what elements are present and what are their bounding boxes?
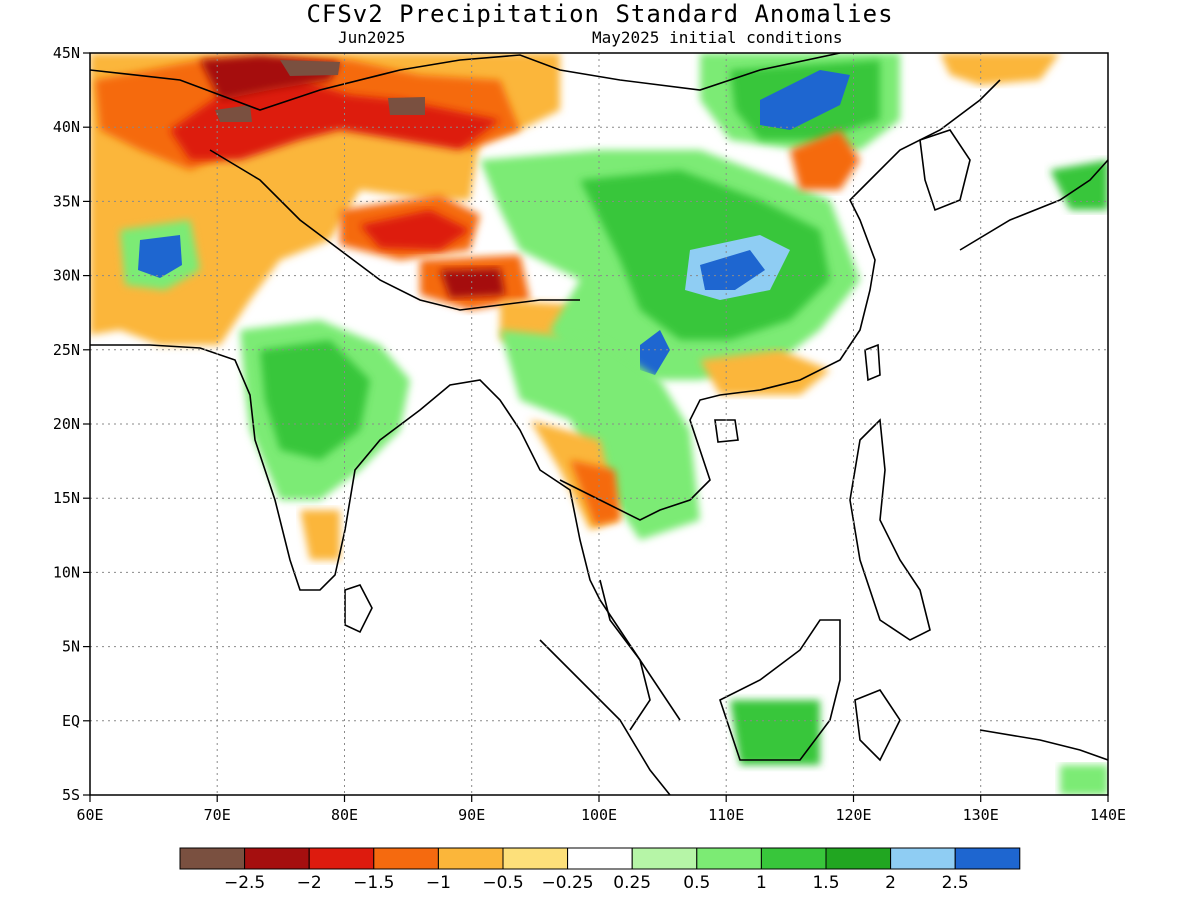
lat-label: 5S — [62, 786, 80, 804]
colorbar: −2.5 −2 −1.5 −1 −0.5 −0.25 0.25 0.5 1 1.5 2 2.5 — [179, 847, 1021, 893]
colorbar-swatch — [954, 847, 1021, 870]
wet-area-borneo — [730, 700, 820, 765]
dry-core-indochina — [570, 460, 620, 525]
colorbar-label: 0.5 — [683, 873, 710, 893]
dry-extreme-west — [215, 105, 252, 122]
border-north — [90, 53, 841, 111]
lon-label: 80E — [331, 806, 358, 824]
wet-area-japan — [1050, 160, 1108, 210]
coastline-indochina — [559, 79, 1001, 521]
colorbar-swatch — [179, 847, 246, 870]
colorbar-label: −1.5 — [353, 873, 394, 893]
very-wet-mongolia — [760, 70, 850, 130]
initial-conditions: May2025 initial conditions — [592, 28, 843, 47]
coastline-sumatra — [539, 639, 671, 795]
colorbar-label: 1 — [756, 873, 767, 893]
colorbar-swatch — [244, 847, 310, 870]
dry-core-northwest — [170, 80, 500, 160]
lon-label: 120E — [835, 806, 871, 824]
colorbar-label: 0.25 — [613, 873, 651, 893]
lon-label: 110E — [708, 806, 744, 824]
colorbar-swatch — [502, 847, 569, 870]
wet-core-india — [260, 340, 370, 460]
colorbar-swatch — [825, 847, 892, 870]
lon-label: 140E — [1090, 806, 1126, 824]
dry-extreme-north-2 — [388, 97, 425, 115]
lat-label: 20N — [53, 415, 80, 433]
colorbar-label: 1.5 — [812, 873, 839, 893]
lat-label: 15N — [53, 489, 80, 507]
lon-label: 100E — [581, 806, 617, 824]
border-himalaya — [209, 149, 580, 311]
colorbar-label: −2 — [297, 873, 322, 893]
longitude-labels: 60E 70E 80E 90E 100E 110E 120E 130E 140E — [76, 806, 1126, 824]
dry-core-tibet — [360, 210, 470, 250]
latitude-labels: 45N 40N 35N 30N 25N 20N 15N 10N 5N EQ 5S — [53, 44, 80, 804]
coastline-japan — [959, 159, 1108, 251]
colorbar-label: −0.25 — [542, 873, 594, 893]
colorbar-swatch — [567, 847, 633, 870]
lat-label: 35N — [53, 192, 80, 210]
lat-label: EQ — [62, 712, 80, 730]
coastline-sulawesi — [854, 689, 901, 762]
coastline-malay — [599, 579, 651, 731]
colorbar-swatch — [696, 847, 762, 870]
colorbar-swatch — [760, 847, 827, 870]
colorbar-label: 2.5 — [942, 873, 969, 893]
coastline-hainan — [714, 419, 739, 443]
coastline-philippines — [849, 418, 931, 641]
chart-title: CFSv2 Precipitation Standard Anomalies — [306, 0, 894, 28]
coastline-newguinea — [979, 729, 1108, 761]
dry-area-india — [300, 510, 340, 560]
lat-label: 30N — [53, 267, 80, 285]
coastline-south-asia — [90, 344, 681, 721]
very-wet-pakistan — [138, 235, 182, 278]
colorbar-label: −0.5 — [482, 873, 523, 893]
wet-area-newguinea — [1060, 765, 1108, 795]
lon-label: 70E — [204, 806, 231, 824]
dry-area-south-china — [700, 350, 830, 395]
anomaly-field — [90, 53, 1108, 795]
very-wet-sichuan-core — [700, 250, 765, 290]
colorbar-swatch — [373, 847, 439, 870]
coastline-korea — [919, 129, 971, 212]
lon-label: 90E — [458, 806, 485, 824]
dry-extreme-north — [280, 60, 340, 76]
coastline-borneo — [719, 619, 841, 761]
dry-core-himalaya — [440, 268, 505, 298]
dry-area-north-china — [790, 130, 860, 190]
colorbar-label: −1 — [426, 873, 451, 893]
lat-label: 25N — [53, 341, 80, 359]
coastline-taiwan — [864, 343, 881, 382]
wet-area-indochina — [500, 330, 700, 540]
colorbar-swatch — [437, 847, 504, 870]
coastlines — [90, 53, 1108, 795]
colorbar-swatch — [890, 847, 956, 870]
lat-label: 40N — [53, 118, 80, 136]
coastline-sri-lanka — [344, 584, 373, 634]
lon-label: 60E — [76, 806, 103, 824]
colorbar-label: 2 — [885, 873, 896, 893]
colorbar-swatch — [308, 847, 375, 870]
lat-label: 45N — [53, 44, 80, 62]
colorbar-swatch — [631, 847, 698, 870]
map-grid — [90, 53, 1108, 795]
colorbar-label: −2.5 — [224, 873, 265, 893]
very-wet-yunnan — [640, 330, 670, 375]
forecast-month: Jun2025 — [338, 28, 406, 47]
lat-label: 5N — [62, 638, 80, 656]
tick-marks — [83, 52, 1109, 802]
dry-area-korea — [940, 53, 1060, 85]
lon-label: 130E — [963, 806, 999, 824]
lat-label: 10N — [53, 563, 80, 581]
